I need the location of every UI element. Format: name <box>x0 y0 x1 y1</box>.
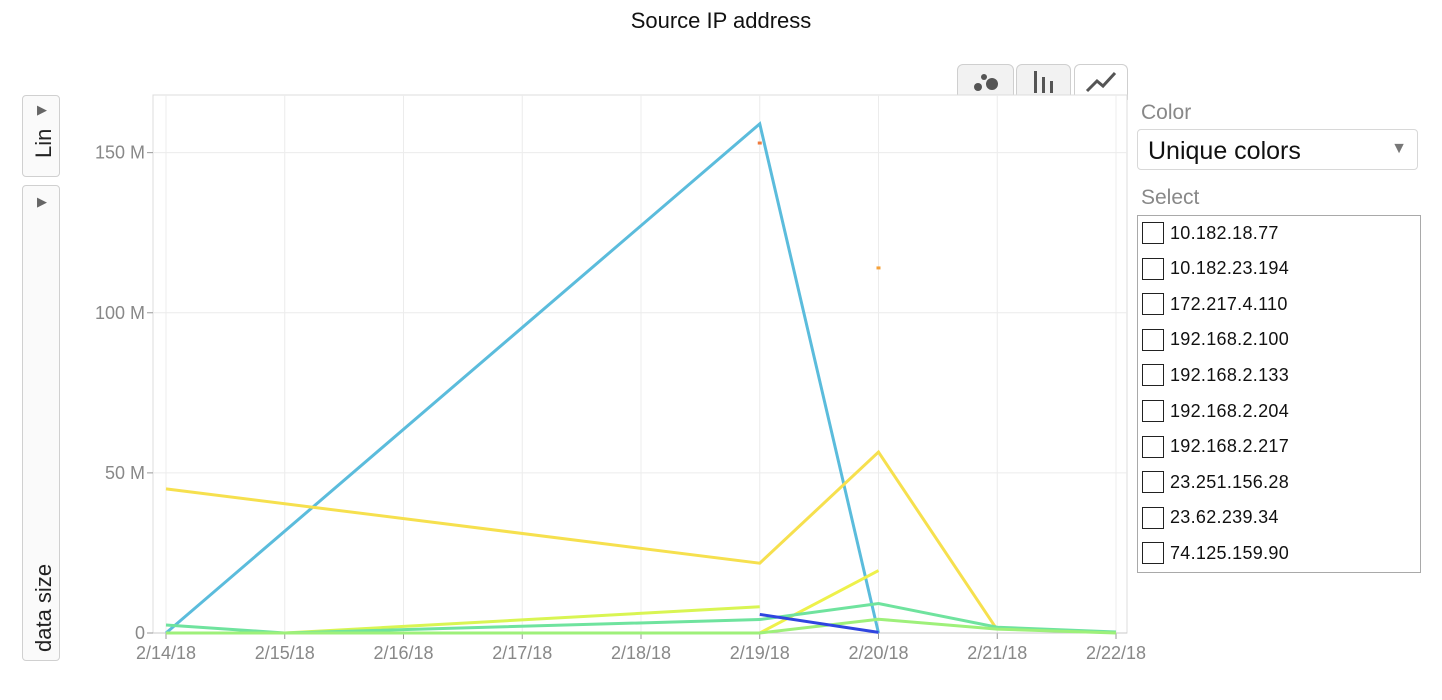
ip-checkbox[interactable] <box>1142 471 1164 494</box>
x-tick-label: 2/14/18 <box>136 643 196 663</box>
x-tick-label: 2/15/18 <box>255 643 315 663</box>
ip-label: 192.168.2.133 <box>1170 364 1290 385</box>
ip-select-list[interactable]: 10.182.18.77 10.182.23.194 172.217.4.110 19… <box>1137 215 1421 573</box>
color-select[interactable]: Unique colors ▼ <box>1137 129 1418 170</box>
chevron-down-icon: ▼ <box>1391 140 1407 157</box>
ip-checkbox[interactable] <box>1142 542 1164 565</box>
x-tick-label: 2/19/18 <box>730 643 790 663</box>
chart-title: Source IP address <box>630 8 812 33</box>
ip-list-item[interactable]: 172.217.4.110 <box>1142 290 1288 318</box>
x-tick-label: 2/16/18 <box>373 643 433 663</box>
expand-arrow-icon: ▶ <box>37 102 47 117</box>
ip-label: 192.168.2.204 <box>1170 400 1290 421</box>
ip-list-item[interactable]: 192.168.2.100 <box>1142 326 1289 354</box>
ip-list-item[interactable]: 23.251.156.28 <box>1142 468 1289 496</box>
series-line <box>165 449 999 631</box>
line-chart-tab[interactable] <box>1074 64 1128 100</box>
ip-checkbox[interactable] <box>1142 328 1164 351</box>
series-line <box>165 121 880 635</box>
ip-label: 10.182.23.194 <box>1170 258 1290 279</box>
series-line <box>759 612 879 634</box>
ip-label: 23.62.239.34 <box>1170 507 1279 528</box>
series-point <box>757 141 762 145</box>
y-axis-field-button[interactable]: ▶ data size <box>22 185 60 661</box>
series-line <box>284 605 760 635</box>
ip-checkbox[interactable] <box>1142 222 1164 244</box>
line-chart-icon <box>1085 71 1117 93</box>
ip-list-item[interactable]: 10.182.23.194 <box>1142 255 1289 283</box>
ip-list-item[interactable]: 74.125.159.90 <box>1142 539 1289 567</box>
color-select-value: Unique colors <box>1148 137 1301 165</box>
ip-list-item[interactable]: 10.182.18.77 <box>1142 219 1279 247</box>
select-label: Select <box>1141 186 1200 209</box>
ip-label: 192.168.2.100 <box>1170 329 1290 350</box>
x-tick-label: 2/20/18 <box>848 643 908 663</box>
series-line <box>166 617 1117 635</box>
ip-checkbox[interactable] <box>1142 435 1164 458</box>
y-tick-label: 150 M <box>95 143 145 163</box>
expand-arrow-icon: ▶ <box>37 194 47 209</box>
ip-label: 192.168.2.217 <box>1170 436 1290 457</box>
series-point <box>876 266 881 270</box>
ip-list-item[interactable]: 192.168.2.204 <box>1142 397 1289 425</box>
x-tick-label: 2/21/18 <box>967 643 1027 663</box>
color-label: Color <box>1141 101 1192 124</box>
ip-checkbox[interactable] <box>1142 400 1164 422</box>
bar-chart-icon <box>1033 71 1053 93</box>
ip-checkbox[interactable] <box>1142 293 1164 316</box>
bubble-icon <box>973 74 998 91</box>
ip-list-item[interactable]: 23.62.239.34 <box>1142 504 1279 532</box>
ip-label: 10.182.18.77 <box>1170 222 1279 243</box>
x-tick-label: 2/17/18 <box>492 643 552 663</box>
plot-area <box>152 94 1128 634</box>
x-tick-label: 2/18/18 <box>611 643 671 663</box>
y-tick-label: 0 <box>135 623 145 643</box>
y-scale-button[interactable]: ▶ Lin <box>22 95 60 177</box>
bubble-chart-tab[interactable] <box>957 64 1014 100</box>
bar-chart-tab[interactable] <box>1016 64 1071 100</box>
ip-label: 172.217.4.110 <box>1170 293 1288 314</box>
ip-list-item[interactable]: 192.168.2.217 <box>1142 433 1289 461</box>
x-tick-label: 2/22/18 <box>1086 643 1146 663</box>
y-tick-label: 50 M <box>105 463 145 483</box>
ip-list-item[interactable]: 192.168.2.133 <box>1142 361 1289 389</box>
ip-label: 23.251.156.28 <box>1170 471 1290 492</box>
series-line <box>759 569 880 635</box>
y-tick-label: 100 M <box>95 303 145 323</box>
ip-label: 74.125.159.90 <box>1170 542 1290 563</box>
ip-checkbox[interactable] <box>1142 506 1164 529</box>
ip-checkbox[interactable] <box>1142 364 1164 387</box>
ip-checkbox[interactable] <box>1142 257 1164 280</box>
